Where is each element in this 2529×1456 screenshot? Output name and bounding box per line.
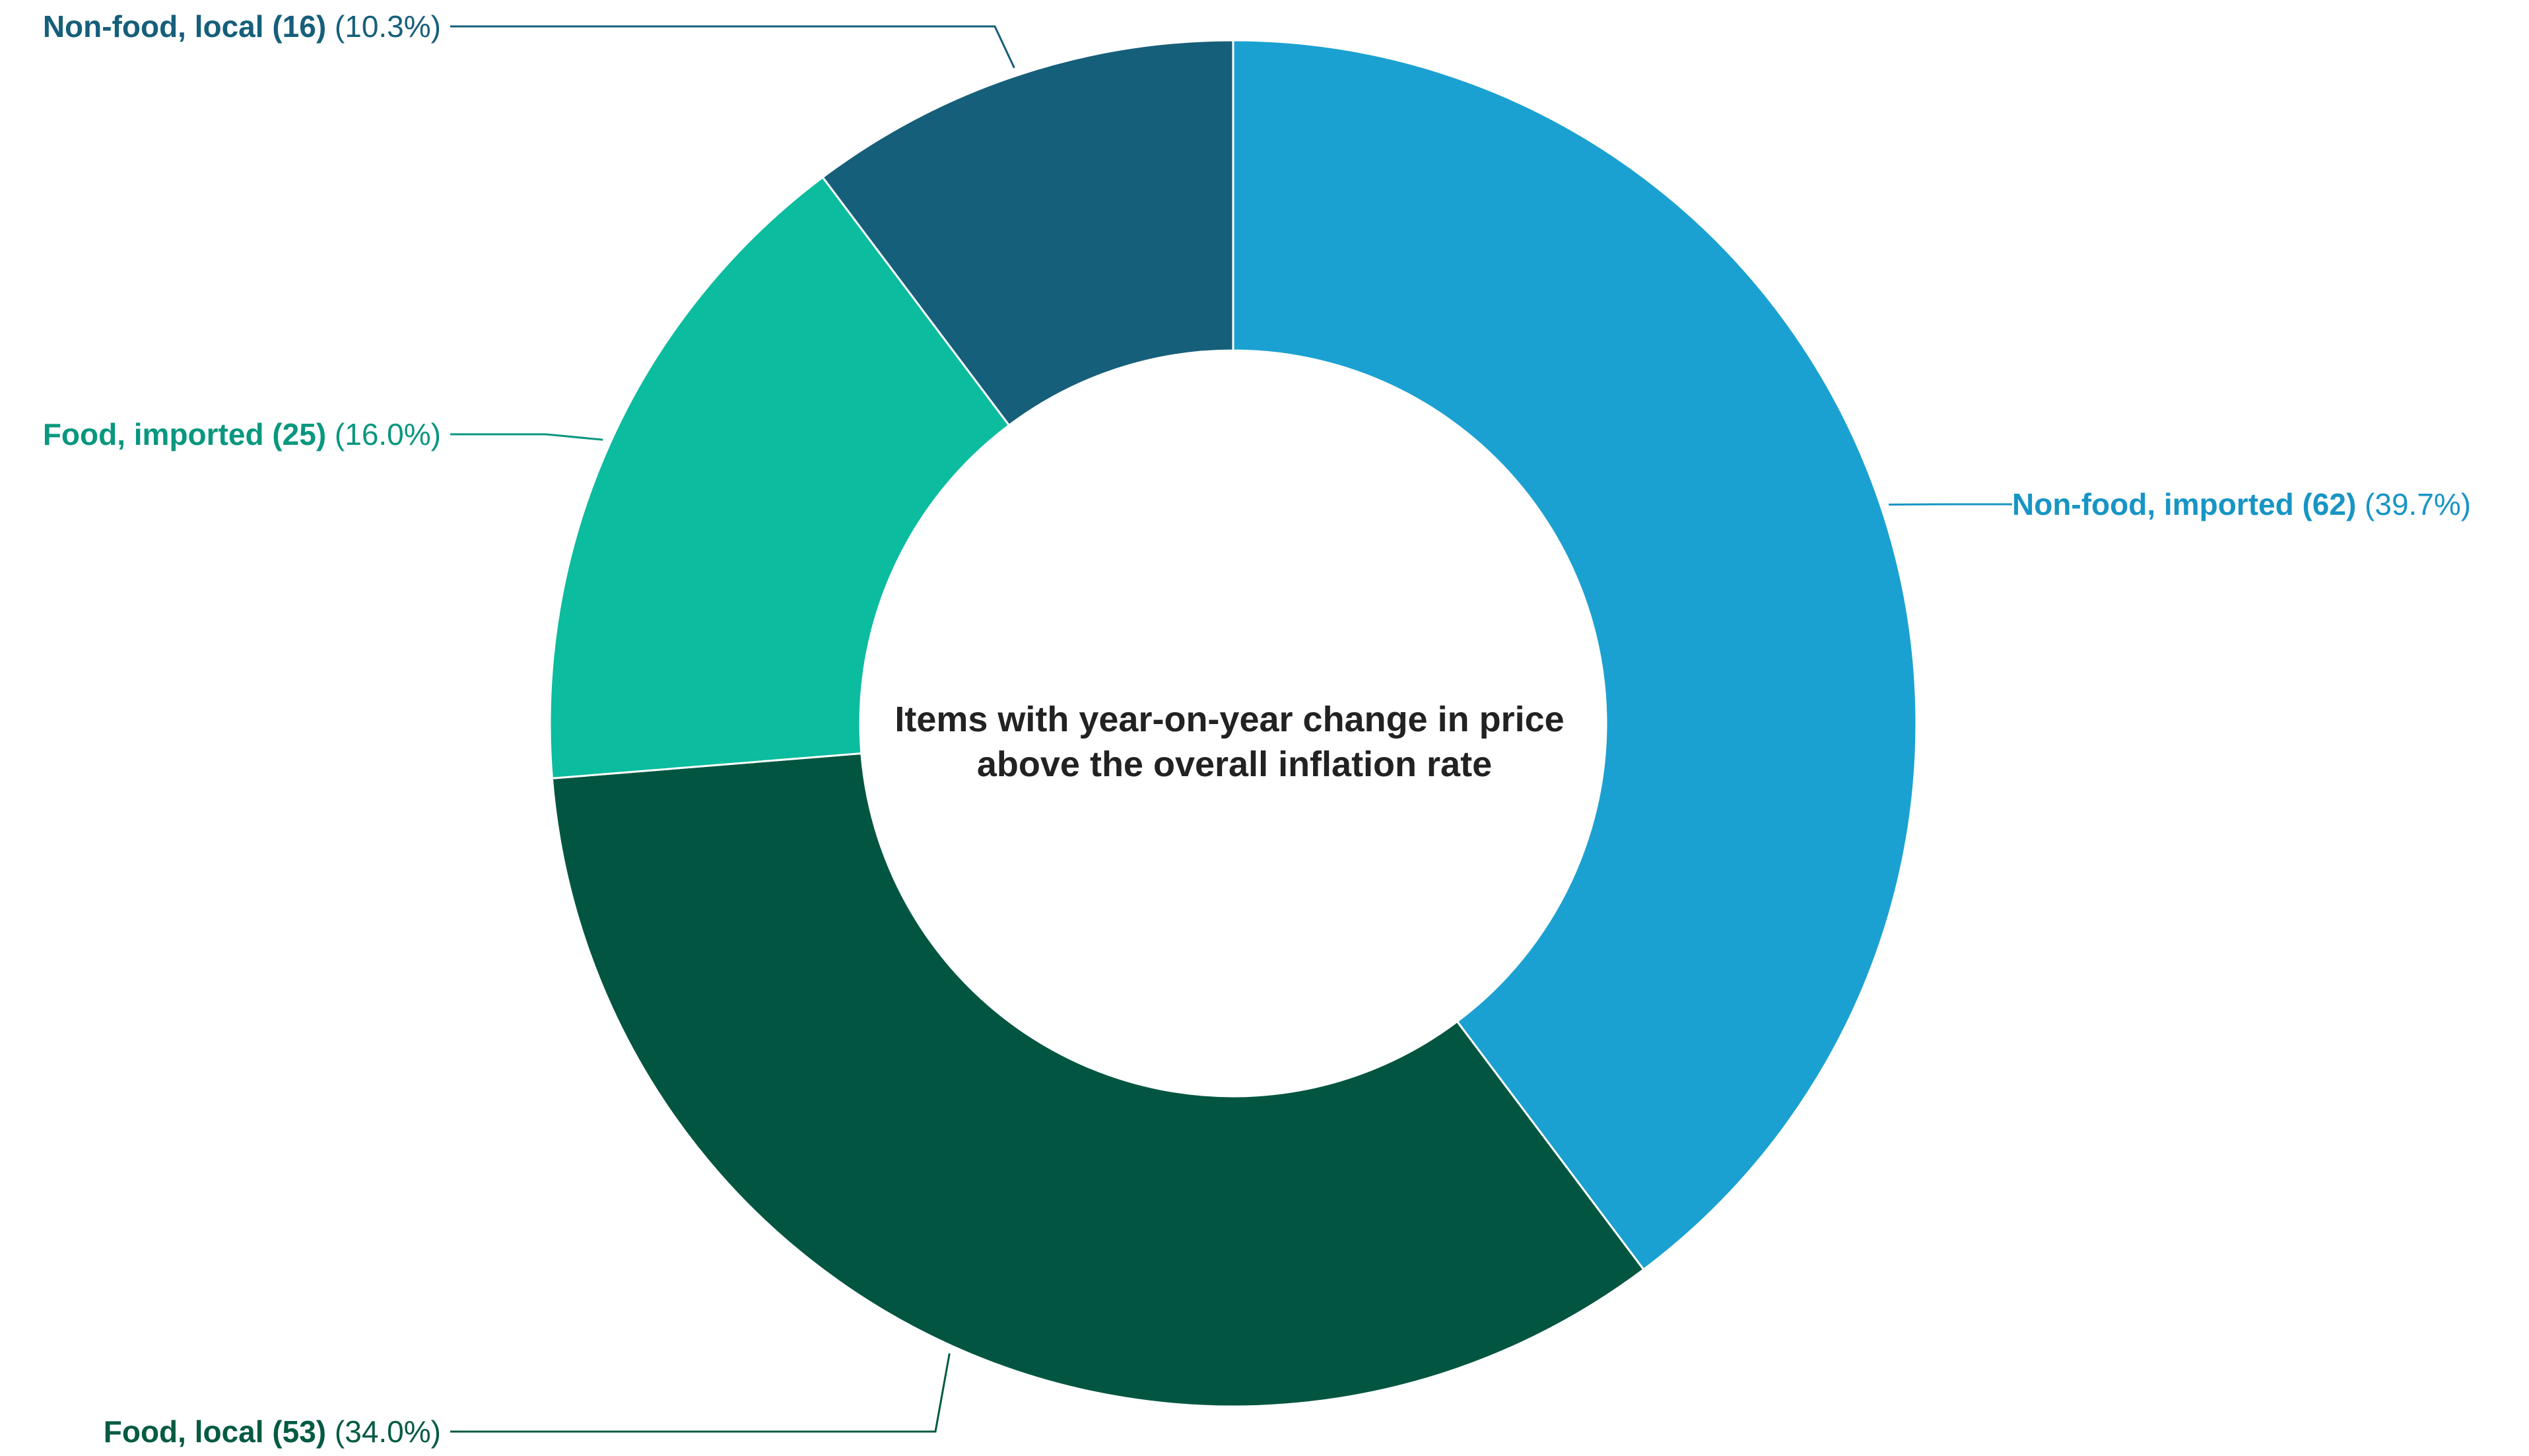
chart-title-line-2: above the overall inflation rate xyxy=(977,745,1492,784)
leader-line-food-imported xyxy=(450,434,603,440)
slice-label-percent: (39.7%) xyxy=(2356,487,2471,521)
leader-line-non-food-local xyxy=(450,26,1014,68)
chart-title: Items with year-on-year change in price … xyxy=(894,700,1574,784)
slice-label-percent: (34.0%) xyxy=(326,1414,441,1449)
leader-line-food-local xyxy=(450,1354,949,1432)
slice-label-name: Food, local (53) xyxy=(104,1414,326,1449)
slice-label-non-food-imported: Non-food, imported (62) (39.7%) xyxy=(2012,487,2471,521)
slice-label-name: Food, imported (25) xyxy=(43,417,326,451)
slice-label-food-imported: Food, imported (25) (16.0%) xyxy=(43,417,441,451)
slice-label-non-food-local: Non-food, local (16) (10.3%) xyxy=(43,9,441,44)
chart-title-line-1: Items with year-on-year change in price xyxy=(894,700,1564,739)
slice-label-name: Non-food, imported (62) xyxy=(2012,487,2356,521)
slice-food-local xyxy=(552,753,1643,1406)
slice-label-percent: (16.0%) xyxy=(326,417,441,451)
slice-label-food-local: Food, local (53) (34.0%) xyxy=(104,1414,441,1449)
slice-label-percent: (10.3%) xyxy=(326,9,441,44)
slice-label-name: Non-food, local (16) xyxy=(43,9,326,44)
